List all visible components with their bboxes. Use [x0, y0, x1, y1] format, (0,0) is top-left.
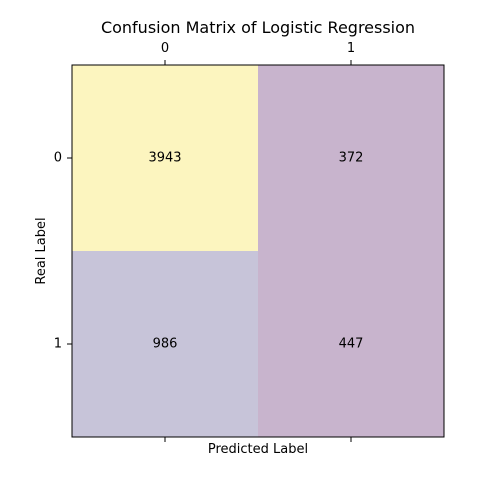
axis-ticks: 0 1 0 1: [54, 41, 355, 442]
cell-label-r1-c0: 986: [153, 337, 178, 352]
chart-title: Confusion Matrix of Logistic Regression: [101, 18, 415, 37]
heatmap-cell-r0-c0: [72, 65, 258, 251]
cell-label-r0-c1: 372: [339, 151, 364, 166]
cell-label-r0-c0: 3943: [148, 151, 181, 166]
heatmap-cell-r0-c1: [258, 65, 444, 251]
x-axis-label: Predicted Label: [208, 442, 308, 457]
heatmap-cell-r1-c0: [72, 251, 258, 437]
cell-label-r1-c1: 447: [339, 337, 364, 352]
y-axis-label: Real Label: [34, 217, 49, 284]
heatmap-cells: 3943 372 986 447: [72, 65, 444, 437]
heatmap-cell-r1-c1: [258, 251, 444, 437]
plot-frame: [71, 64, 445, 438]
x-tick-label-0: 0: [161, 41, 169, 56]
y-tick-label-0: 0: [54, 151, 62, 166]
x-tick-label-1: 1: [347, 41, 355, 56]
y-tick-label-1: 1: [54, 337, 62, 352]
